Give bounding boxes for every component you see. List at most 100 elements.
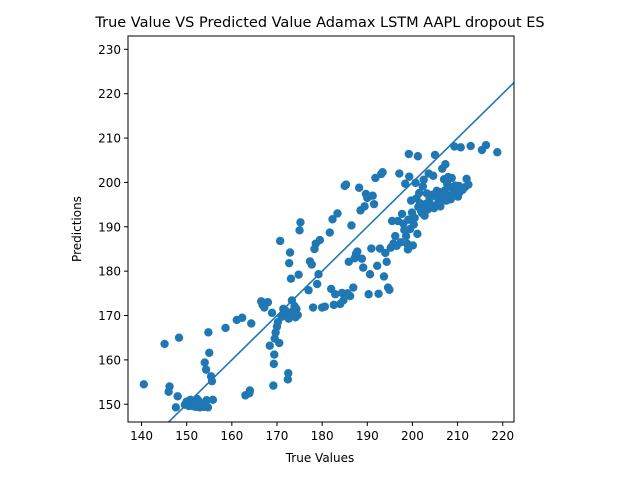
plot-frame xyxy=(127,35,515,423)
data-point xyxy=(347,221,356,230)
data-point xyxy=(267,308,277,318)
data-point xyxy=(365,270,375,279)
y-tick-label: 160 xyxy=(98,353,121,367)
data-point xyxy=(333,209,342,218)
data-point xyxy=(238,313,247,322)
data-point xyxy=(413,152,423,161)
data-point xyxy=(331,290,340,299)
data-point xyxy=(308,303,318,312)
data-point xyxy=(293,310,302,320)
x-tick-label: 150 xyxy=(175,429,198,443)
data-point xyxy=(413,229,422,239)
x-tick-label: 170 xyxy=(266,429,289,443)
y-tick-label: 210 xyxy=(98,132,121,146)
data-point xyxy=(296,218,305,227)
data-point xyxy=(410,213,419,223)
data-point xyxy=(315,235,325,245)
y-tick-label: 170 xyxy=(98,309,121,323)
y-tick-label: 180 xyxy=(98,265,121,279)
x-tick-label: 160 xyxy=(220,429,243,443)
data-point xyxy=(414,188,424,198)
data-point xyxy=(325,228,334,237)
data-point xyxy=(284,258,294,268)
data-point xyxy=(263,298,273,307)
x-tick-label: 180 xyxy=(311,429,334,443)
x-axis-label: True Values xyxy=(285,451,355,465)
y-tick-label: 150 xyxy=(98,398,121,412)
data-point xyxy=(269,381,278,390)
data-point xyxy=(447,173,456,183)
data-point xyxy=(283,375,293,384)
data-point xyxy=(401,179,410,188)
chart-title: True Value VS Predicted Value Adamax LST… xyxy=(94,15,544,31)
data-point xyxy=(357,254,367,263)
x-tick-label: 140 xyxy=(130,429,153,443)
data-point xyxy=(171,403,181,412)
data-point xyxy=(208,395,218,405)
data-point xyxy=(207,376,217,386)
data-point xyxy=(359,263,368,272)
data-point xyxy=(373,261,382,271)
data-point xyxy=(371,173,380,183)
y-tick-label: 220 xyxy=(98,87,121,101)
data-point xyxy=(364,290,373,299)
data-point xyxy=(201,365,211,374)
plot-area xyxy=(139,81,514,422)
data-point xyxy=(395,169,404,178)
data-point xyxy=(295,226,304,235)
data-point xyxy=(428,171,438,180)
y-tick-label: 190 xyxy=(98,220,121,234)
data-point xyxy=(441,160,450,169)
data-point xyxy=(265,341,274,350)
data-point xyxy=(173,392,182,401)
data-point xyxy=(464,180,473,189)
data-point xyxy=(269,359,279,369)
data-point xyxy=(409,220,418,229)
data-point xyxy=(353,247,362,256)
data-point xyxy=(203,403,213,412)
data-point xyxy=(341,180,351,189)
data-point xyxy=(401,231,411,241)
data-point xyxy=(381,248,390,258)
data-point xyxy=(275,236,285,246)
data-point xyxy=(378,168,387,177)
data-point xyxy=(307,260,316,269)
data-point xyxy=(200,358,209,367)
data-point xyxy=(385,285,394,294)
data-point xyxy=(160,339,169,349)
data-point xyxy=(245,386,255,395)
data-point xyxy=(404,149,414,159)
data-point xyxy=(419,175,428,184)
data-point xyxy=(247,319,256,328)
data-point xyxy=(404,215,413,224)
y-axis-ticks: 150 160 170 180 190 200 210 220 230 xyxy=(98,43,128,412)
data-point xyxy=(360,202,369,211)
y-tick-label: 230 xyxy=(98,43,121,57)
data-point xyxy=(286,274,296,283)
data-point xyxy=(221,323,230,333)
identity-line xyxy=(167,81,514,422)
x-tick-label: 220 xyxy=(491,429,514,443)
data-point xyxy=(379,272,389,281)
x-tick-label: 210 xyxy=(446,429,469,443)
data-point xyxy=(374,289,383,298)
data-point xyxy=(320,302,330,311)
data-point xyxy=(396,238,405,247)
data-point xyxy=(328,215,337,224)
y-tick-label: 200 xyxy=(98,176,121,190)
data-point xyxy=(436,202,445,211)
y-axis-label: Predictions xyxy=(70,196,84,262)
data-point xyxy=(387,216,397,226)
data-point xyxy=(481,140,491,150)
data-point xyxy=(367,244,376,253)
data-point xyxy=(418,182,427,191)
x-tick-label: 200 xyxy=(401,429,424,443)
data-point xyxy=(408,241,418,250)
data-point xyxy=(270,350,279,359)
data-point xyxy=(339,296,348,305)
data-point xyxy=(284,369,293,378)
data-point xyxy=(205,348,214,357)
data-point xyxy=(368,191,377,200)
data-point xyxy=(450,142,459,151)
data-points xyxy=(139,140,502,412)
